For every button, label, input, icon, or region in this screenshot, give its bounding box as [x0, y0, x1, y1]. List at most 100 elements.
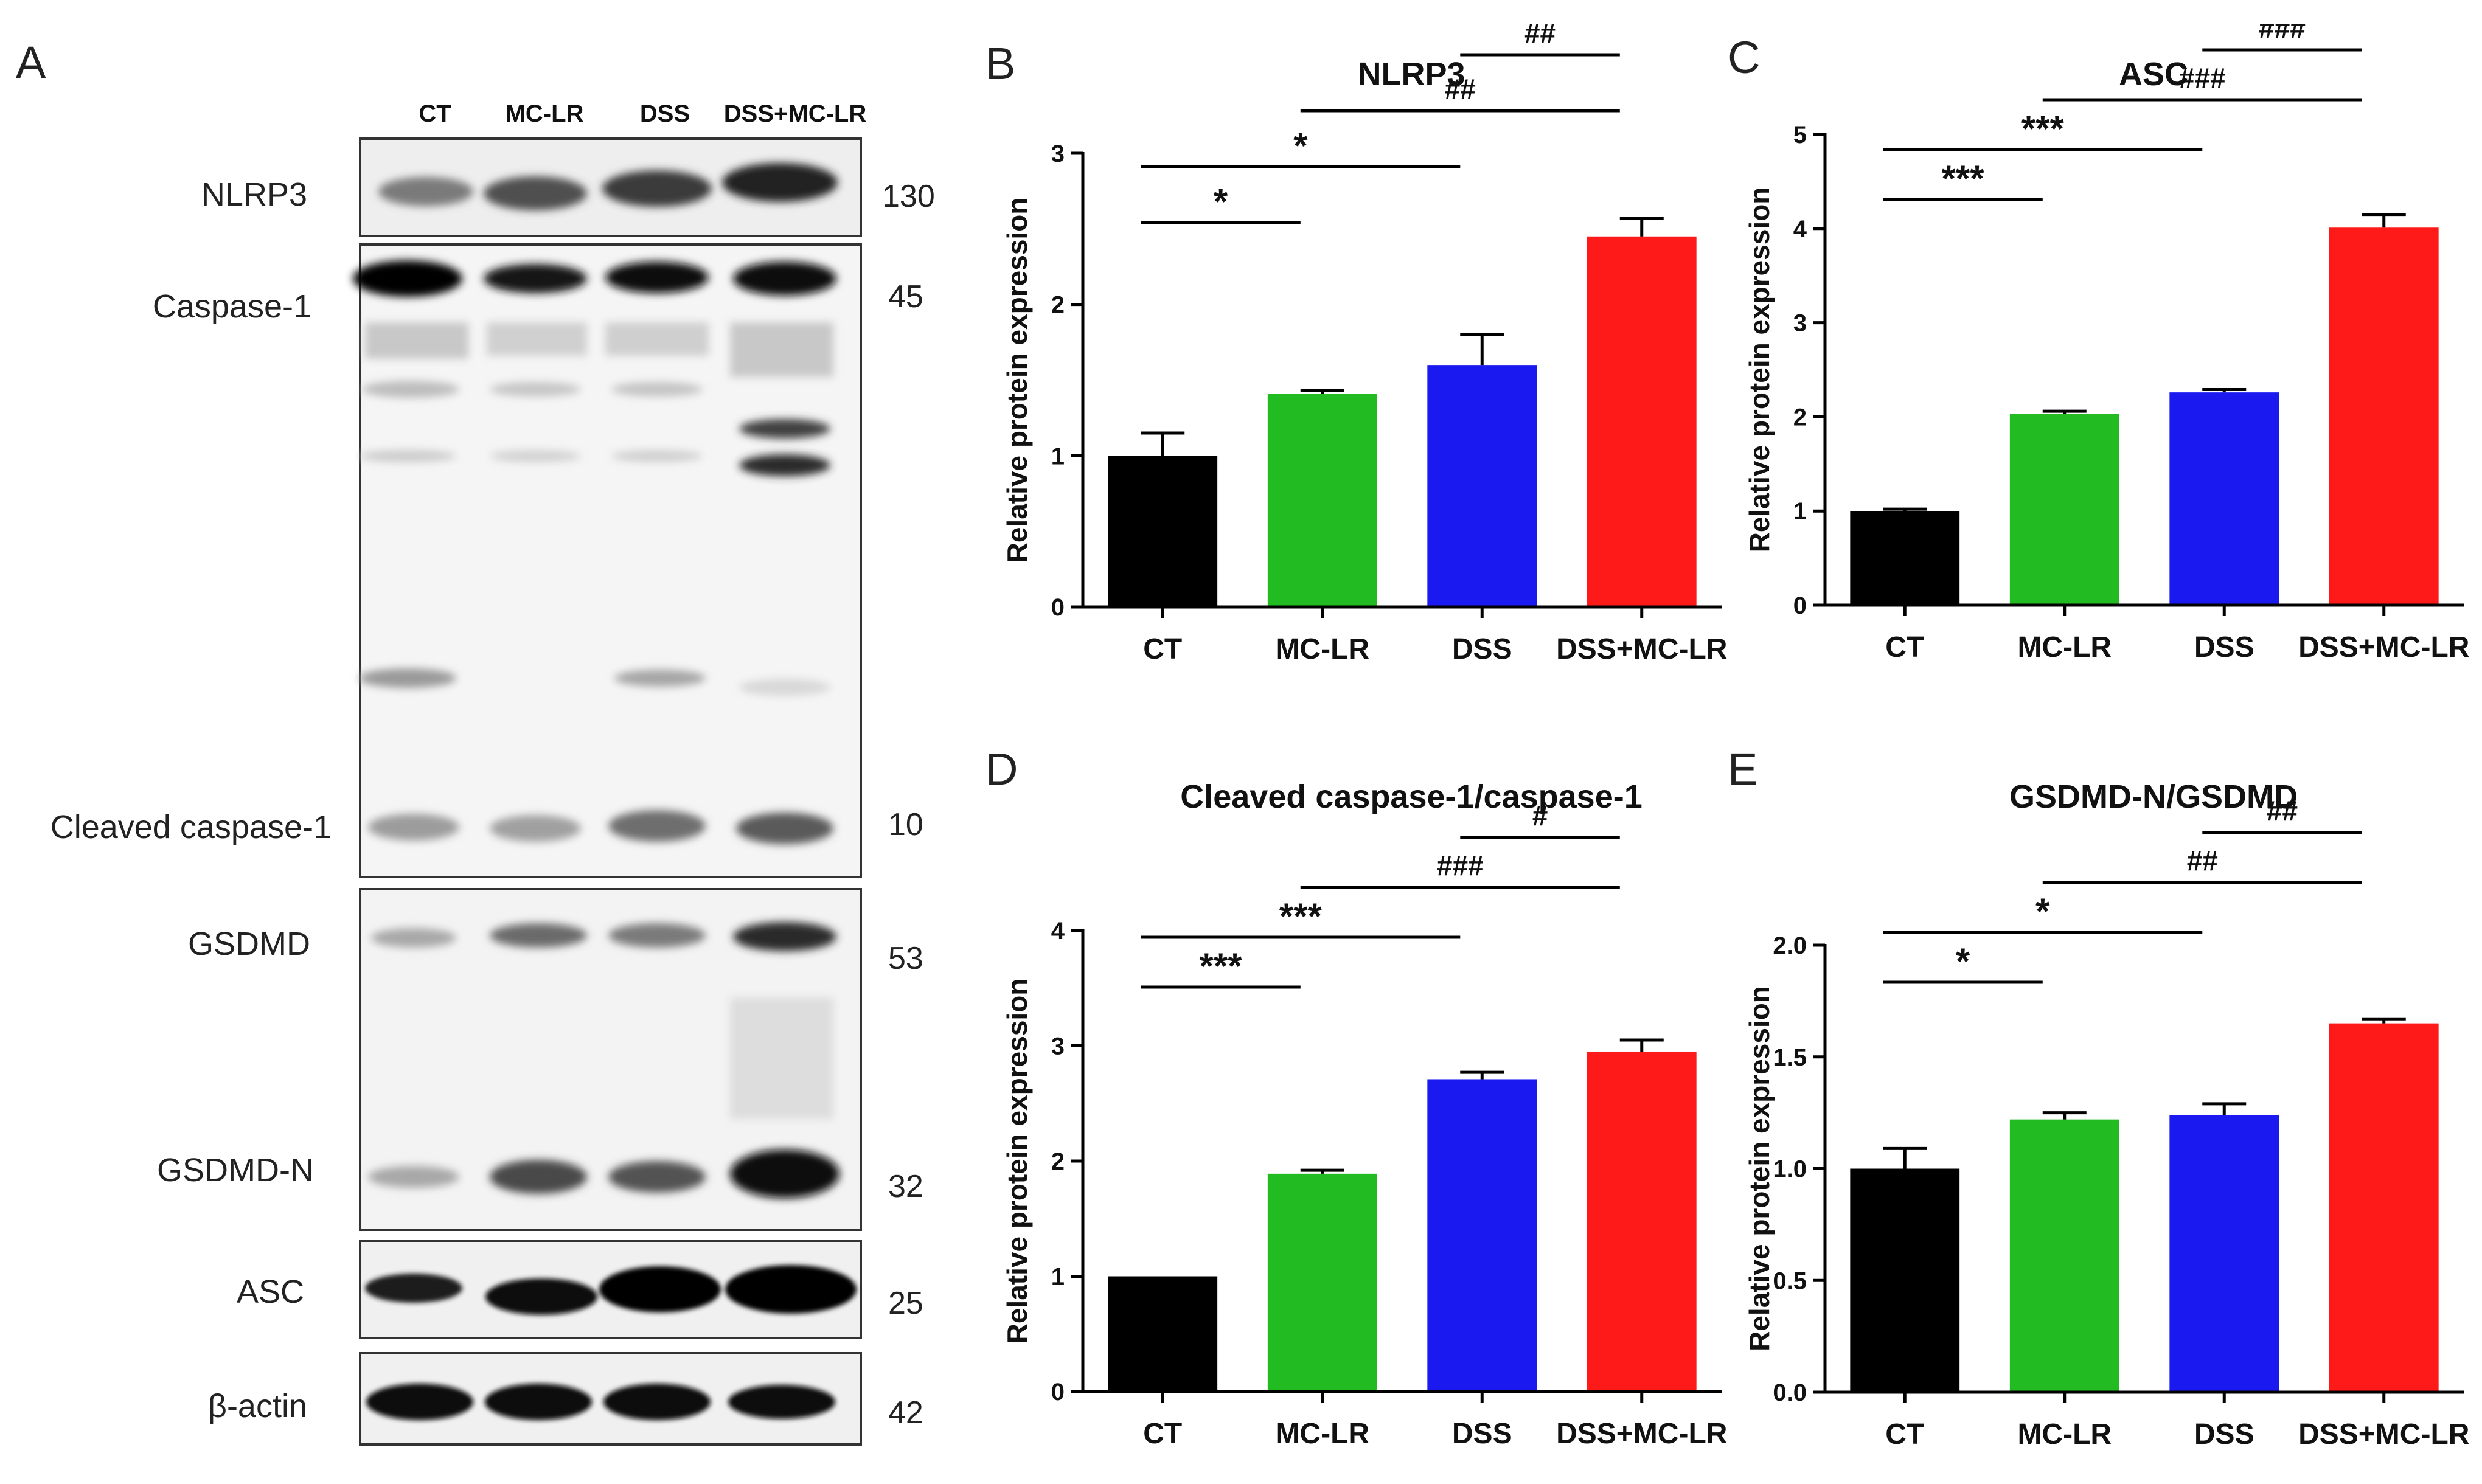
chart-d-bar-2 [1427, 1079, 1537, 1392]
chart-e-significance-label-2: ## [2187, 845, 2218, 876]
chart-d-y-axis-label: Relative protein expression [1001, 979, 1033, 1344]
chart-b-x-tick-label-2: DSS [1452, 633, 1512, 665]
blot-membrane-caspase-1 [353, 243, 862, 878]
chart-panel-e: E GSDMD-N/GSDMD Relative protein expressio… [1728, 744, 2469, 1451]
mw-marker-25: 25 [888, 1286, 923, 1321]
chart-c-bar-0 [1850, 511, 1960, 605]
chart-panel-b: B NLRP3 Relative protein expression 0 1 2 3 CT M… [985, 24, 1727, 665]
chart-b-bar-1 [1267, 394, 1377, 607]
chart-b-significance-label-3: ## [1524, 24, 1556, 49]
chart-c-significance-label-2: ### [2179, 62, 2226, 94]
chart-b-y-tick-label-3: 3 [1051, 140, 1065, 167]
panel-letter-a: A [16, 37, 46, 88]
chart-c-x-tick-label-2: DSS [2194, 631, 2254, 664]
mw-marker-32: 32 [888, 1169, 923, 1204]
chart-e-bar-0 [1850, 1168, 1960, 1392]
chart-c-bar-2 [2169, 392, 2279, 605]
blot-label-gsdmd: GSDMD [188, 926, 310, 962]
chart-e-panel-letter: E [1728, 744, 1757, 794]
lane-label-mc-lr: MC-LR [506, 100, 584, 127]
chart-b-panel-letter: B [985, 38, 1015, 89]
chart-e-x-tick-label-2: DSS [2194, 1418, 2254, 1451]
chart-d-bar-1 [1267, 1173, 1377, 1392]
chart-e-y-tick-label-3: 1.5 [1773, 1044, 1807, 1071]
chart-c-panel-letter: C [1728, 32, 1760, 83]
chart-e-x-tick-label-0: CT [1885, 1418, 1924, 1451]
chart-b-y-tick-label-1: 1 [1051, 443, 1065, 470]
chart-c-bar-1 [2009, 414, 2119, 605]
chart-e-title: GSDMD-N/GSDMD [2009, 778, 2298, 815]
chart-b-title: NLRP3 [1357, 56, 1465, 92]
chart-b-bar-0 [1108, 456, 1218, 607]
chart-b-bar-2 [1427, 365, 1537, 607]
blot-membrane-gsdmd [359, 888, 862, 1231]
mw-marker-45: 45 [888, 279, 923, 314]
chart-b-bar-3 [1587, 236, 1697, 607]
chart-c-y-tick-label-3: 3 [1793, 310, 1807, 337]
chart-c-y-tick-label-1: 1 [1793, 498, 1807, 525]
lane-label-dss-mc-lr: DSS+MC-LR [724, 100, 867, 127]
chart-c-y-tick-label-2: 2 [1793, 404, 1807, 431]
chart-d-significance-label-3: # [1532, 800, 1548, 831]
chart-b-significance-label-1: * [1293, 125, 1308, 166]
chart-e-y-tick-label-4: 2.0 [1773, 932, 1807, 959]
chart-b-y-tick-label-0: 0 [1051, 594, 1065, 621]
blot-label-gsdmd-n: GSDMD-N [157, 1152, 314, 1188]
blot-label-nlrp3: NLRP3 [201, 176, 307, 213]
chart-c-y-tick-label-0: 0 [1793, 592, 1807, 619]
chart-e-x-tick-label-3: DSS+MC-LR [2298, 1418, 2469, 1451]
chart-c-title: ASC [2119, 56, 2188, 92]
chart-e-y-tick-label-0: 0.0 [1773, 1379, 1807, 1406]
blot-label-cleaved-caspase-1: Cleaved caspase-1 [50, 809, 332, 845]
mw-marker-10: 10 [888, 807, 923, 842]
western-blot-panel: A CT MC-LR DSS DSS+MC-LR NLRP3 Caspase-1… [16, 37, 935, 1446]
chart-e-bar-3 [2329, 1023, 2439, 1392]
chart-b-x-tick-label-1: MC-LR [1275, 633, 1369, 665]
chart-d-x-tick-label-0: CT [1143, 1418, 1182, 1450]
chart-d-bar-0 [1108, 1276, 1218, 1392]
chart-e-y-tick-label-1: 0.5 [1773, 1267, 1807, 1294]
chart-d-y-tick-label-4: 4 [1051, 918, 1065, 945]
chart-c-x-tick-label-0: CT [1885, 631, 1924, 664]
chart-b-y-axis-label: Relative protein expression [1001, 198, 1033, 563]
chart-c-y-axis-label: Relative protein expression [1743, 187, 1775, 553]
blot-membrane-beta-actin [359, 1352, 862, 1446]
chart-d-significance-label-1: *** [1279, 896, 1323, 937]
chart-c-bar-3 [2329, 227, 2439, 605]
lane-label-ct: CT [419, 100, 451, 127]
lane-label-dss: DSS [640, 100, 690, 127]
chart-d-significance-label-0: *** [1200, 946, 1243, 986]
blot-membrane-asc [359, 1240, 862, 1339]
chart-panel-c: C ASC Relative protein expression 0 1 2 3 4 5 CT M… [1728, 24, 2469, 664]
chart-e-y-tick-label-2: 1.0 [1773, 1156, 1807, 1183]
chart-c-x-tick-label-3: DSS+MC-LR [2298, 631, 2469, 664]
mw-marker-42: 42 [888, 1395, 923, 1430]
chart-d-bar-3 [1587, 1051, 1697, 1392]
chart-e-x-tick-label-1: MC-LR [2017, 1418, 2112, 1451]
chart-b-x-tick-label-3: DSS+MC-LR [1556, 633, 1727, 665]
chart-d-x-tick-label-2: DSS [1452, 1418, 1512, 1450]
chart-b-x-tick-label-0: CT [1143, 633, 1182, 665]
mw-marker-130: 130 [882, 179, 935, 214]
chart-d-y-tick-label-3: 3 [1051, 1033, 1065, 1060]
chart-c-significance-label-1: *** [2021, 108, 2065, 149]
chart-d-title: Cleaved caspase-1/caspase-1 [1180, 778, 1642, 815]
chart-c-significance-label-3: ### [2259, 24, 2306, 44]
blot-label-beta-actin: β-actin [208, 1388, 307, 1424]
chart-e-bar-1 [2009, 1119, 2119, 1392]
chart-d-y-tick-label-1: 1 [1051, 1264, 1065, 1291]
chart-e-significance-label-1: * [2035, 891, 2050, 932]
chart-c-y-tick-label-4: 4 [1793, 216, 1807, 243]
chart-panel-d: D Cleaved caspase-1/caspase-1 Relative pro… [985, 744, 1727, 1450]
chart-d-x-tick-label-3: DSS+MC-LR [1556, 1418, 1727, 1450]
blot-label-caspase-1: Caspase-1 [153, 288, 311, 325]
blot-membrane-nlrp3 [359, 137, 862, 237]
chart-c-significance-label-0: *** [1942, 158, 1985, 199]
chart-b-significance-label-2: ## [1445, 73, 1476, 105]
chart-b-y-tick-label-2: 2 [1051, 292, 1065, 319]
chart-d-panel-letter: D [985, 744, 1018, 794]
chart-d-y-tick-label-0: 0 [1051, 1379, 1065, 1406]
chart-d-x-tick-label-1: MC-LR [1275, 1418, 1369, 1450]
chart-b-significance-label-0: * [1214, 181, 1228, 222]
chart-d-significance-label-2: ### [1437, 850, 1484, 881]
